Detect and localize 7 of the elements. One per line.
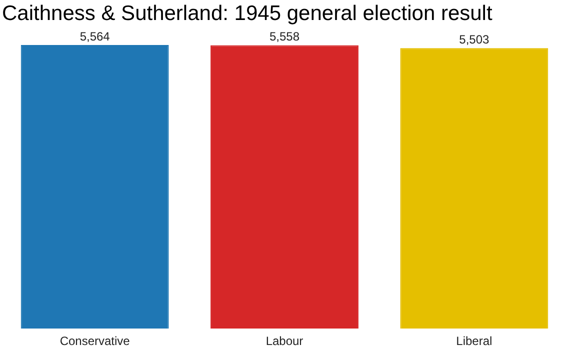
data-label: 5,558 (269, 30, 300, 44)
chart-title: Caithness & Sutherland: 1945 general election result (2, 2, 492, 26)
x-tick-label: Conservative (60, 334, 130, 348)
x-tick-label: Labour (266, 334, 304, 348)
data-label: 5,503 (459, 32, 490, 46)
data-label: 5,564 (80, 29, 110, 44)
x-tick-label: Liberal (456, 334, 492, 348)
